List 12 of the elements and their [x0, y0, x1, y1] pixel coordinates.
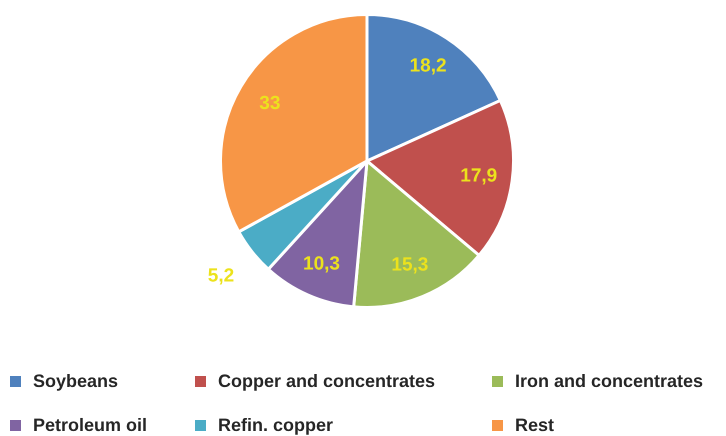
legend-label: Refin. copper [218, 414, 334, 436]
legend-label: Rest [515, 414, 554, 436]
data-label: 10,3 [303, 253, 340, 274]
data-label: 15,3 [391, 254, 428, 276]
data-label: 18,2 [410, 55, 447, 76]
legend-label: Iron and concentrates [515, 370, 704, 392]
data-label: 33 [259, 92, 280, 114]
legend-label: Petroleum oil [33, 414, 148, 436]
data-label: 5,2 [208, 266, 234, 287]
legend-label: Copper and concentrates [218, 370, 436, 392]
data-label: 17,9 [460, 166, 498, 187]
legend-label: Soybeans [33, 370, 118, 392]
